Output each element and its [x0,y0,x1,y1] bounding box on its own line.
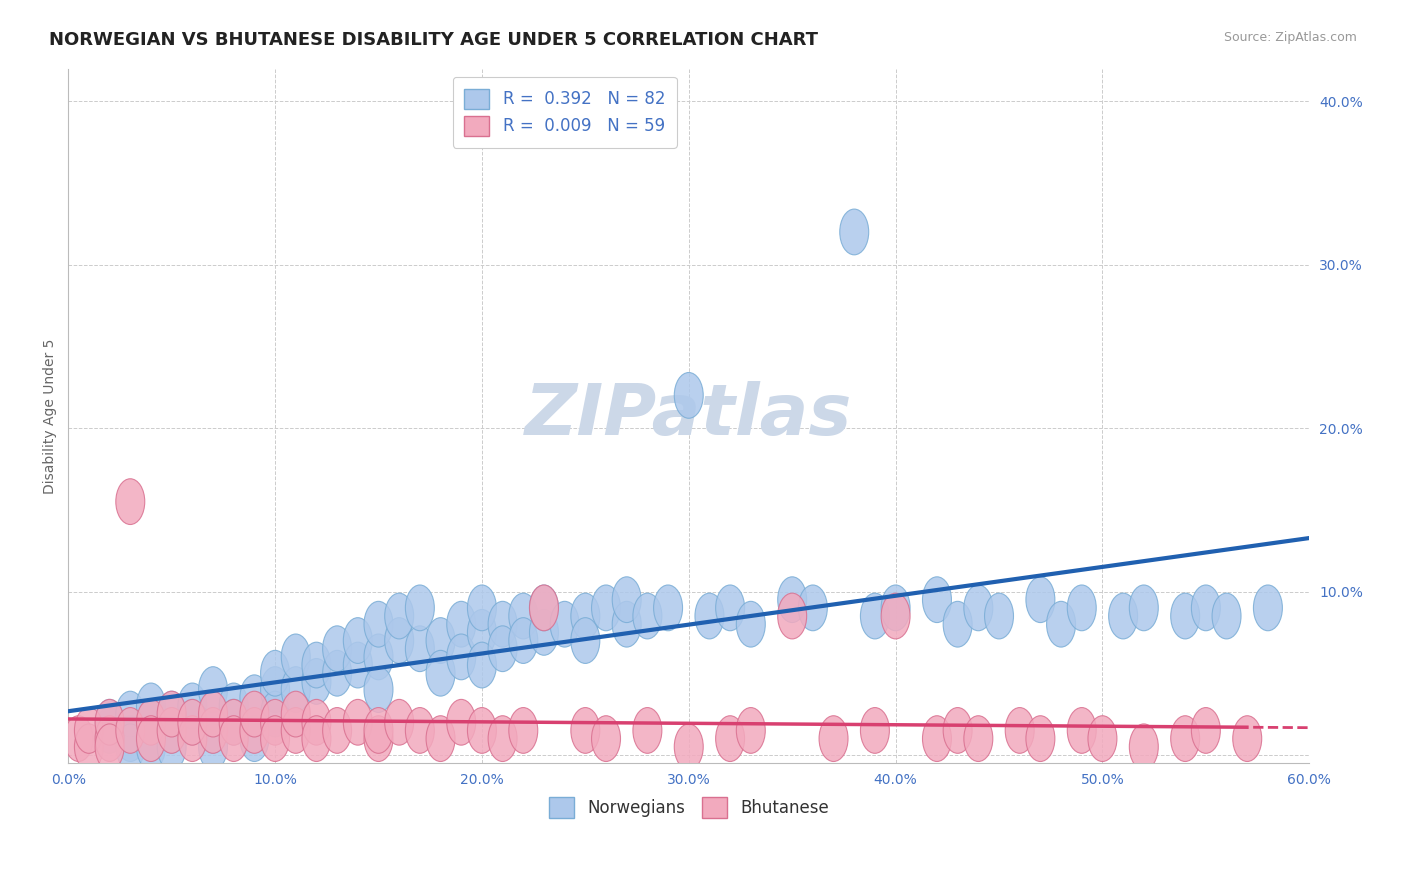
Text: ZIPatlas: ZIPatlas [524,381,852,450]
Y-axis label: Disability Age Under 5: Disability Age Under 5 [44,338,58,493]
Legend: Norwegians, Bhutanese: Norwegians, Bhutanese [543,790,835,824]
Text: NORWEGIAN VS BHUTANESE DISABILITY AGE UNDER 5 CORRELATION CHART: NORWEGIAN VS BHUTANESE DISABILITY AGE UN… [49,31,818,49]
Text: Source: ZipAtlas.com: Source: ZipAtlas.com [1223,31,1357,45]
